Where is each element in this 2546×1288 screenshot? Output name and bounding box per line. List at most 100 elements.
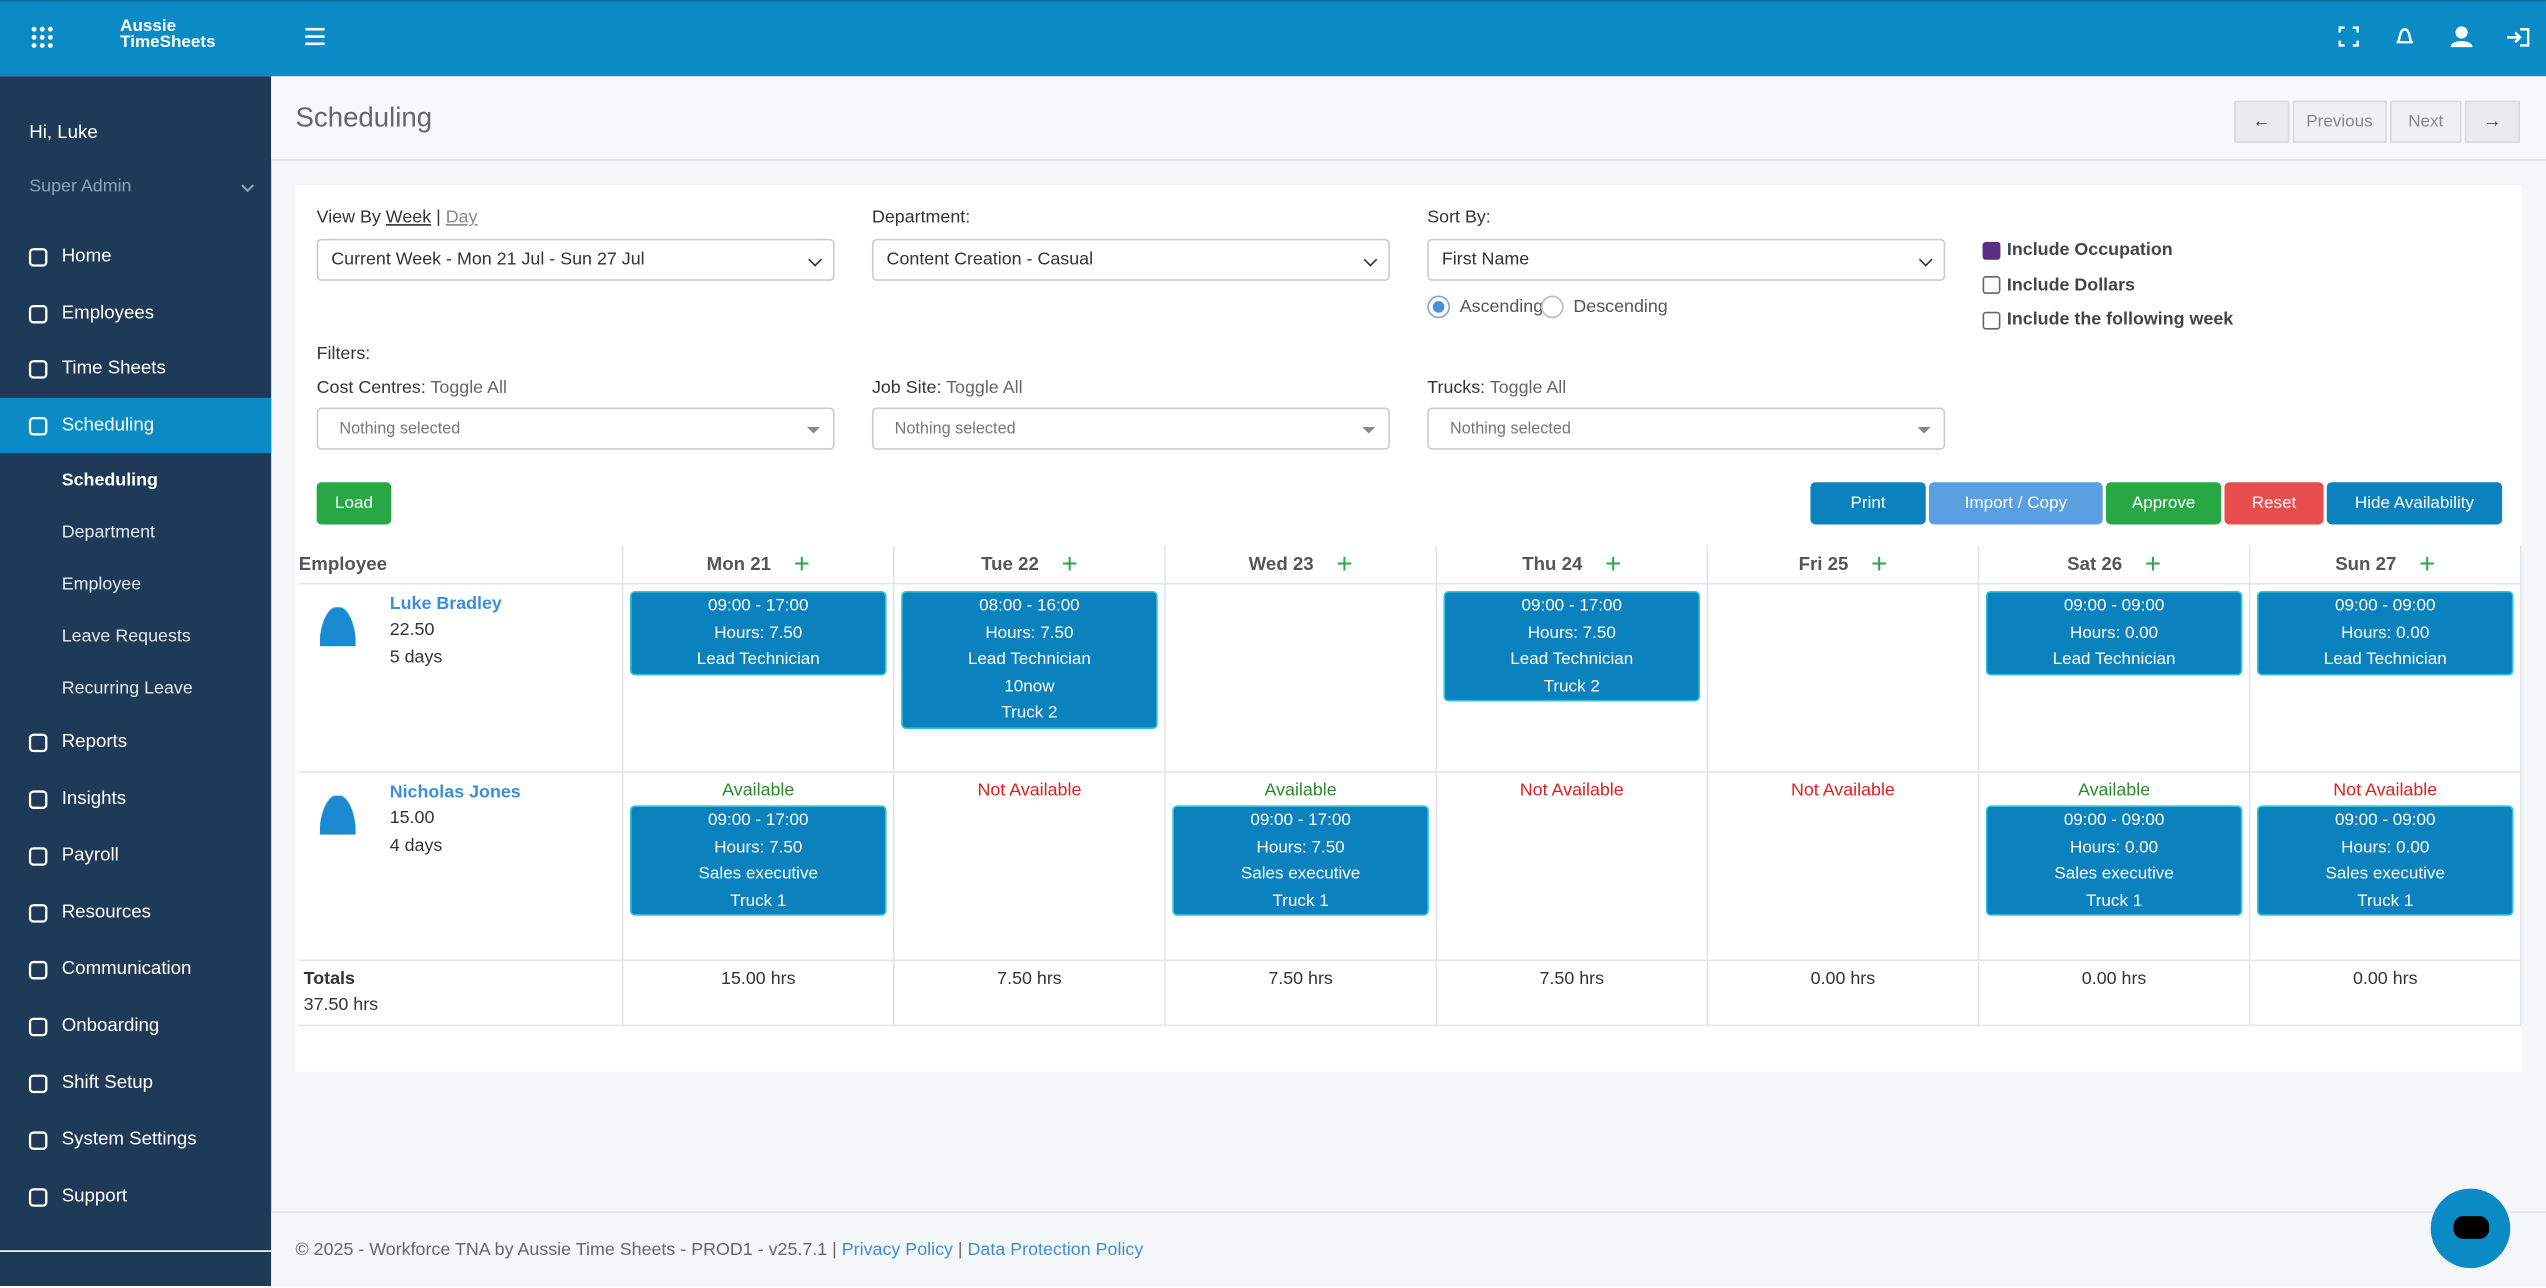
sub-nav-item[interactable]: Recurring Leave	[61, 678, 193, 699]
nav-item[interactable]: Support	[0, 1169, 271, 1224]
nav-item[interactable]: Time Sheets	[0, 341, 271, 396]
shift-line: Truck 1	[2085, 890, 2143, 911]
action-button[interactable]: Print	[1810, 482, 1926, 525]
totals-cell: Totals 37.50 hrs	[298, 961, 624, 1027]
checkbox[interactable]: Include Dollars	[1982, 275, 2135, 295]
radio-descending[interactable]: Descending	[1540, 295, 1668, 319]
filter-select[interactable]: Nothing selected	[1427, 407, 1946, 450]
nav-label: Time Sheets	[61, 358, 166, 379]
role-select[interactable]: Super Admin	[29, 176, 132, 197]
view-by-label: View By	[316, 207, 381, 228]
add-shift[interactable]: +	[1871, 548, 1888, 579]
nav-icon	[28, 359, 48, 378]
radio	[1540, 295, 1564, 319]
toggle-all[interactable]: Toggle All	[946, 378, 1023, 398]
data-protection-link[interactable]: Data Protection Policy	[967, 1240, 1144, 1261]
next-arrow[interactable]: →	[2465, 100, 2521, 143]
sub-nav-item[interactable]: Leave Requests	[61, 626, 191, 647]
shift-line: Hours: 7.50	[1256, 837, 1345, 857]
day-total-value: 15.00 hrs	[721, 969, 796, 989]
action-button[interactable]: Hide Availability	[2326, 482, 2503, 525]
nav-item[interactable]: Payroll	[0, 828, 271, 883]
nav-label: Communication	[61, 959, 192, 980]
chat-button[interactable]	[2430, 1188, 2511, 1269]
add-shift[interactable]: +	[1061, 548, 1078, 579]
menu-toggle[interactable]	[305, 27, 325, 46]
shift-line: Hours: 0.00	[2070, 622, 2159, 643]
pager: ← Previous Next →	[2234, 100, 2521, 143]
radio-ascending[interactable]: Ascending	[1427, 295, 1544, 319]
add-shift[interactable]: +	[1336, 548, 1353, 579]
shift-block[interactable]: 09:00 - 17:00 Hours: 7.50 Lead Technician T…	[1443, 591, 1701, 702]
week-link[interactable]: Week	[385, 207, 432, 228]
nav-item[interactable]: Shift Setup	[0, 1055, 271, 1110]
add-shift[interactable]: +	[2419, 548, 2436, 579]
nav-item[interactable]: Home	[0, 229, 271, 284]
load-button[interactable]: Load	[316, 482, 392, 525]
title-bar: Scheduling ← Previous Next →	[271, 76, 2546, 161]
filter-name: Cost Centres:	[316, 378, 426, 398]
nav-item[interactable]: System Settings	[0, 1112, 271, 1167]
shift-block[interactable]: 09:00 - 09:00 Hours: 0.00 Lead Technician	[2256, 591, 2514, 675]
nav-item[interactable]: Insights	[0, 771, 271, 826]
shift-line: 09:00 - 17:00	[708, 810, 809, 830]
employee-name[interactable]: Luke Bradley	[389, 594, 502, 614]
day-cell: 08:00 - 16:00 Hours: 7.50 Lead Technician 1…	[894, 584, 1166, 773]
previous-button[interactable]: Previous	[2292, 100, 2387, 143]
shift-block[interactable]: 08:00 - 16:00 Hours: 7.50 Lead Technician 1…	[901, 591, 1158, 729]
toggle-all[interactable]: Toggle All	[1489, 378, 1567, 398]
day-cell: Not Available	[1708, 772, 1980, 962]
nav-item[interactable]: Employees	[0, 286, 271, 341]
add-shift[interactable]: +	[2144, 548, 2162, 579]
shift-line: Sales executive	[2054, 863, 2174, 884]
add-shift[interactable]: +	[1605, 548, 1622, 579]
employee-name[interactable]: Nicholas Jones	[389, 782, 521, 803]
action-button[interactable]: Reset	[2224, 482, 2324, 525]
privacy-link[interactable]: Privacy Policy	[841, 1240, 953, 1261]
checkbox[interactable]: Include Occupation	[1982, 240, 2173, 260]
day-link[interactable]: Day	[445, 207, 478, 228]
checkbox[interactable]: Include the following week	[1982, 310, 2233, 330]
sort-select[interactable]: First Name	[1427, 238, 1946, 281]
sub-nav-item[interactable]: Scheduling	[61, 470, 158, 491]
sub-nav-item[interactable]: Employee	[61, 574, 142, 595]
apps-icon[interactable]	[31, 26, 54, 49]
nav-icon	[28, 903, 48, 922]
nav-label: Home	[61, 246, 112, 267]
shift-block[interactable]: 09:00 - 17:00 Hours: 7.50 Sales executive T…	[630, 805, 887, 916]
shift-block[interactable]: 09:00 - 09:00 Hours: 0.00 Lead Technician	[1985, 591, 2243, 675]
nav-item[interactable]: Onboarding	[0, 999, 271, 1054]
logo[interactable]: Aussie TimeSheets	[120, 16, 216, 52]
nav-icon	[28, 1130, 48, 1150]
sub-nav-item[interactable]: Department	[61, 522, 156, 543]
next-button[interactable]: Next	[2389, 100, 2462, 143]
shift-block[interactable]: 09:00 - 17:00 Hours: 7.50 Lead Technician	[630, 591, 887, 675]
shift-block[interactable]: 09:00 - 17:00 Hours: 7.50 Sales executive T…	[1172, 805, 1429, 916]
radio-label: Ascending	[1459, 297, 1544, 317]
shift-block[interactable]: 09:00 - 09:00 Hours: 0.00 Sales executive T…	[2256, 805, 2514, 916]
nav-icon	[28, 1073, 48, 1093]
day-label: Fri 25	[1798, 554, 1849, 574]
action-button[interactable]: Import / Copy	[1928, 482, 2103, 525]
prev-arrow[interactable]: ←	[2234, 100, 2290, 143]
shift-block[interactable]: 09:00 - 09:00 Hours: 0.00 Sales executive T…	[1985, 805, 2243, 916]
department-select[interactable]: Content Creation - Casual	[871, 238, 1390, 281]
day-cell: Not Available 09:00 - 09:00 Hours: 0.00 Sal…	[2250, 772, 2522, 962]
th-day: Sat 26 +	[1979, 545, 2251, 585]
add-shift[interactable]: +	[793, 548, 810, 579]
shift-line: Truck 1	[1272, 890, 1329, 911]
action-button[interactable]: Approve	[2105, 482, 2222, 525]
availability: Available	[2077, 781, 2151, 801]
toggle-all[interactable]: Toggle All	[430, 378, 507, 398]
filter-select[interactable]: Nothing selected	[316, 407, 835, 450]
nav-item[interactable]: Reports	[0, 714, 271, 769]
filter-select[interactable]: Nothing selected	[871, 407, 1390, 450]
nav-item[interactable]: Scheduling	[0, 397, 272, 454]
day-cell: Available 09:00 - 17:00 Hours: 7.50 Sales e…	[623, 772, 895, 962]
shift-line: 09:00 - 09:00	[2063, 595, 2165, 616]
period-select[interactable]: Current Week - Mon 21 Jul - Sun 27 Jul	[316, 238, 835, 281]
nav-item[interactable]: Resources	[0, 885, 271, 940]
nav-item[interactable]: Communication	[0, 942, 271, 997]
top-icons[interactable]	[2338, 26, 2546, 49]
